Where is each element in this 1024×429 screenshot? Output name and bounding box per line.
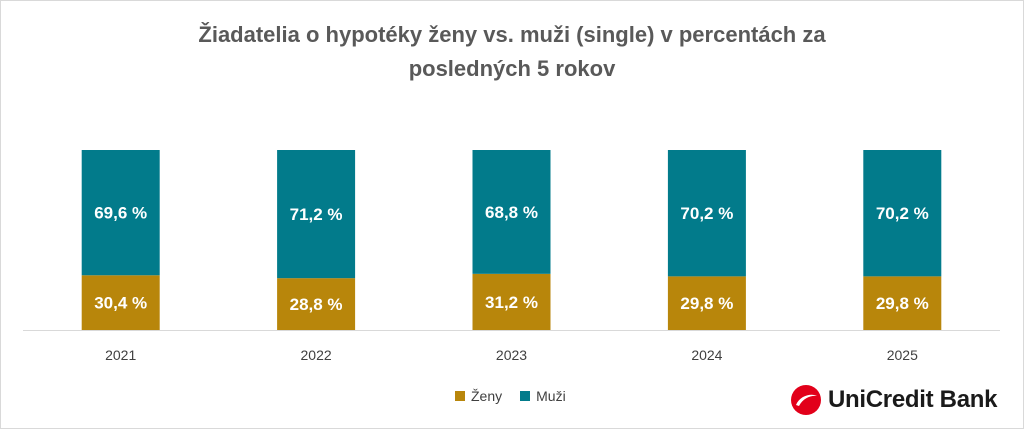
bar-segment-2021-muzi: [81, 150, 160, 276]
x-tick-label-2025: 2025: [887, 347, 918, 363]
legend-label-muzi: Muži: [536, 388, 566, 404]
data-label-2022-zeny: 28,8 %: [290, 295, 343, 314]
bar-segment-2022-zeny: [277, 278, 356, 330]
data-label-2023-zeny: 31,2 %: [485, 293, 538, 312]
x-tick-label-2023: 2023: [496, 347, 527, 363]
data-label-2022-muzi: 71,2 %: [290, 205, 343, 224]
bar-segment-2022-muzi: [277, 150, 356, 279]
legend-swatch-muzi: [520, 391, 531, 401]
unicredit-logo-icon: [791, 385, 821, 415]
x-tick-label-2024: 2024: [691, 347, 722, 363]
data-label-2021-zeny: 30,4 %: [94, 294, 147, 313]
legend-item-zeny: Ženy: [455, 388, 502, 404]
data-label-2024-zeny: 29,8 %: [680, 294, 733, 313]
chart-title-line-1: Žiadatelia o hypotéky ženy vs. muži (sin…: [198, 22, 826, 47]
legend-label-zeny: Ženy: [471, 388, 503, 404]
data-label-2025-zeny: 29,8 %: [876, 294, 929, 313]
bar-segment-2023-zeny: [472, 273, 551, 330]
bar-segment-2023-muzi: [472, 150, 551, 274]
bar-segment-2024-zeny: [667, 276, 746, 330]
unicredit-logo: UniCredit Bank: [790, 384, 997, 416]
logo-text: UniCredit Bank: [828, 386, 998, 413]
chart-title-line-2: posledných 5 rokov: [408, 56, 616, 81]
data-label-2025-muzi: 70,2 %: [876, 204, 929, 223]
x-tick-label-2021: 2021: [105, 347, 136, 363]
data-label-2023-muzi: 68,8 %: [485, 203, 538, 222]
bar-segment-2025-muzi: [863, 150, 942, 277]
legend-item-muzi: Muži: [520, 388, 566, 404]
chart-title: Žiadatelia o hypotéky ženy vs. muži (sin…: [0, 18, 1024, 86]
x-tick-label-2022: 2022: [301, 347, 332, 363]
legend: Ženy Muži: [455, 388, 566, 404]
data-label-2024-muzi: 70,2 %: [680, 204, 733, 223]
data-label-2021-muzi: 69,6 %: [94, 204, 147, 223]
bar-segment-2025-zeny: [863, 276, 942, 330]
bar-segment-2024-muzi: [667, 150, 746, 277]
bar-segment-2021-zeny: [81, 275, 160, 330]
legend-swatch-zeny: [455, 391, 465, 401]
